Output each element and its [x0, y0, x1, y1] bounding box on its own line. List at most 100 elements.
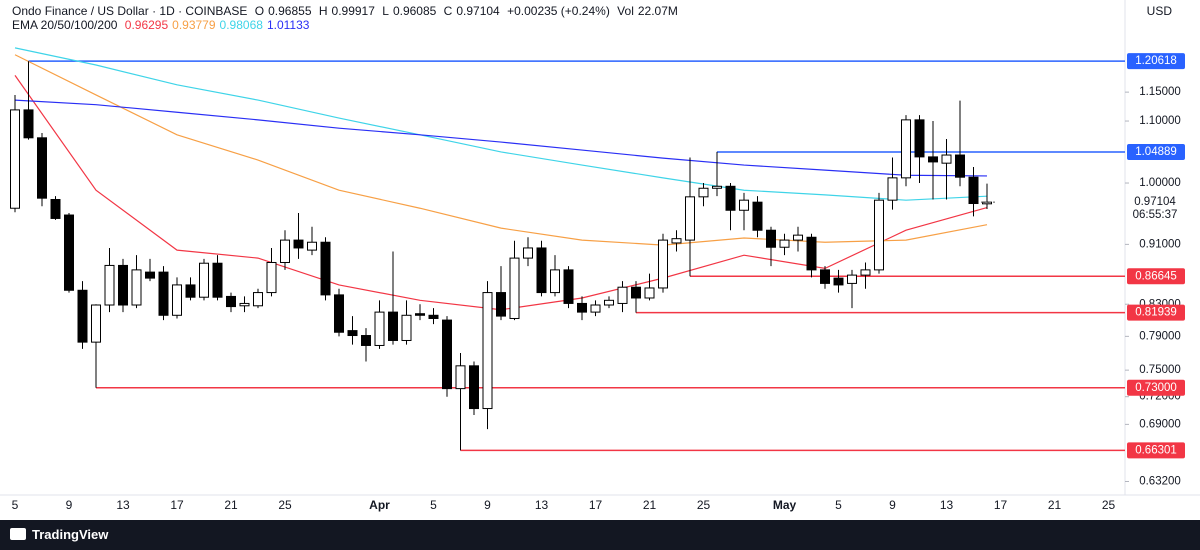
candle-body	[536, 247, 547, 294]
candle-body	[23, 109, 34, 139]
candle-body	[658, 239, 668, 289]
x-tick-label: 21	[643, 498, 657, 512]
level-label: 1.20618	[1135, 55, 1177, 67]
candle-body	[104, 264, 115, 306]
candle-body	[496, 292, 506, 317]
x-tick-label: May	[773, 498, 797, 512]
candle-body	[334, 294, 344, 333]
y-tick-label: 0.69000	[1139, 418, 1181, 430]
candle-body	[955, 154, 965, 178]
candle-body	[847, 274, 857, 284]
x-tick-label: 9	[889, 498, 896, 512]
ema-value: 0.98068	[219, 18, 263, 32]
high-value: 0.99917	[331, 4, 375, 18]
candle-body	[644, 287, 655, 299]
x-tick-label: 5	[12, 498, 19, 512]
x-tick-label: 13	[535, 498, 549, 512]
candle-body	[793, 234, 803, 241]
candle-body	[874, 199, 884, 271]
candle-body	[280, 239, 290, 263]
low-label: L	[382, 4, 389, 18]
level-label: 0.66301	[1135, 444, 1177, 456]
ema-value: 1.01133	[266, 18, 310, 32]
candle-body	[320, 241, 331, 296]
brand: TradingView	[32, 527, 109, 542]
ema-line	[14, 54, 988, 246]
candle-body	[833, 277, 844, 286]
candle-body	[779, 239, 790, 248]
candle-body	[482, 292, 493, 410]
ema-line	[14, 47, 988, 201]
y-tick-label: 0.75000	[1139, 364, 1181, 376]
candle-body	[860, 269, 871, 276]
level-label: 0.86645	[1135, 270, 1177, 282]
footer: TradingView	[0, 520, 1200, 550]
logo	[10, 528, 26, 540]
candle-body	[914, 119, 925, 158]
level-label-box	[1127, 53, 1185, 70]
candle-body	[199, 262, 209, 298]
candle-body	[172, 284, 182, 316]
close-value: 0.97104	[456, 4, 500, 18]
candle-body	[361, 335, 371, 346]
candle-body	[50, 198, 61, 219]
chart: 1.150001.100001.000000.910000.830000.790…	[0, 0, 1200, 512]
candle-body	[523, 247, 533, 259]
candle-body	[617, 286, 628, 304]
candle-body	[239, 302, 250, 307]
x-tick-label: 9	[66, 498, 73, 512]
candle-body	[901, 119, 911, 179]
x-tick-label: 17	[170, 498, 184, 512]
x-tick-label: 17	[589, 498, 603, 512]
ema-line	[14, 99, 988, 177]
candle-body	[428, 314, 439, 319]
candle-body	[941, 154, 952, 164]
level-label: 0.73000	[1135, 382, 1177, 394]
level-label-box	[1127, 442, 1185, 459]
level-label: 0.81939	[1135, 307, 1177, 319]
y-tick-label: 1.00000	[1139, 177, 1181, 189]
x-tick-label: 9	[484, 498, 491, 512]
y-tick-label: 0.63200	[1139, 476, 1181, 488]
candle-body	[118, 264, 128, 306]
candle-body	[158, 271, 169, 316]
candle-body	[577, 302, 587, 313]
candle-body	[212, 262, 223, 298]
candle-body	[131, 269, 142, 306]
candle-body	[671, 238, 682, 244]
candle-body	[293, 239, 304, 249]
candle-body	[820, 269, 830, 284]
currency: USD	[1146, 4, 1172, 18]
open-value: 0.96855	[268, 4, 312, 18]
x-tick-label: 25	[1102, 498, 1116, 512]
candle-body	[307, 241, 317, 251]
volume-label: Vol	[617, 4, 634, 18]
level-label-box	[1127, 304, 1185, 321]
candle-body	[226, 295, 236, 308]
y-tick-label: 0.79000	[1139, 330, 1181, 342]
level-label-box	[1127, 143, 1185, 160]
candle-body	[347, 330, 358, 337]
candle-body	[266, 261, 277, 294]
symbol: Ondo Finance / US Dollar · 1D · COINBASE	[12, 4, 248, 18]
candle-body	[766, 229, 776, 248]
y-tick-label: 1.15000	[1139, 86, 1181, 98]
header-line-1: Ondo Finance / US Dollar · 1D · COINBASE…	[12, 4, 682, 18]
candle-body	[739, 199, 749, 211]
x-tick-label: 21	[224, 498, 238, 512]
candle-body	[253, 292, 263, 307]
candle-body	[590, 304, 601, 313]
close-label: C	[443, 4, 453, 18]
open-label: O	[254, 4, 265, 18]
x-tick-label: 13	[940, 498, 954, 512]
candle-body	[77, 289, 88, 343]
candle-body	[10, 109, 20, 209]
change: +0.00235 (+0.24%)	[507, 4, 610, 18]
ema-value: 0.96295	[124, 18, 169, 32]
candle-body	[968, 176, 979, 205]
candle-body	[442, 319, 452, 390]
ema-value: 0.93779	[172, 18, 216, 32]
last-price-label: 0.97104	[1134, 196, 1176, 208]
candle-body	[550, 269, 560, 294]
